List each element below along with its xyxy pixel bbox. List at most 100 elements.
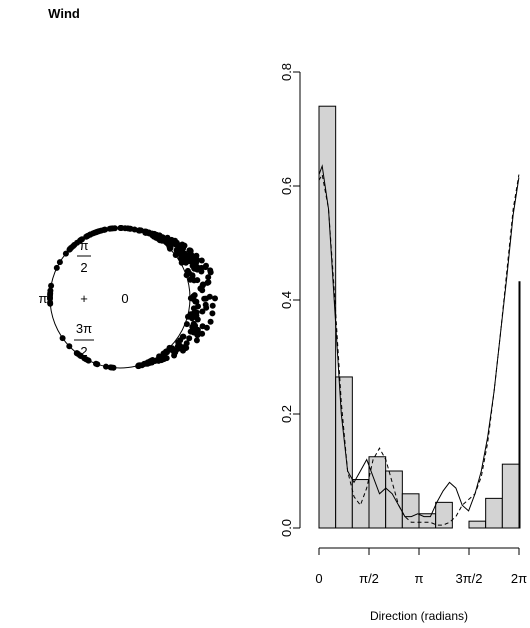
y-tick-label-1: 0.2 <box>279 405 294 423</box>
histogram-bar-9 <box>468 520 487 529</box>
circular-point-53 <box>189 272 196 279</box>
circular-point-174 <box>175 339 182 346</box>
label-pi-over-2-numerator: π <box>80 238 89 253</box>
plot-title: Wind <box>48 6 80 21</box>
circular-point-269 <box>79 236 85 243</box>
circular-point-164 <box>183 272 190 279</box>
histogram-plot: 0 π/2 π 3π/2 2π 0.0 0.2 0.4 0.6 0.8 Direction (r… <box>279 63 527 623</box>
circular-point-95 <box>186 335 193 342</box>
label-3pi-over-2-denominator: 2 <box>80 344 87 359</box>
circular-point-201 <box>207 267 214 274</box>
circular-point-289 <box>66 343 73 350</box>
histogram-bar-1 <box>335 376 353 529</box>
y-axis: 0.0 0.2 0.4 0.6 0.8 <box>279 63 301 537</box>
circular-point-140 <box>183 321 190 328</box>
circular-point-209 <box>146 358 153 365</box>
circular-point-266 <box>84 232 91 239</box>
circular-point-171 <box>187 276 194 283</box>
circular-point-229 <box>181 242 188 249</box>
circular-point-249 <box>62 250 69 257</box>
circular-point-279 <box>47 291 54 298</box>
circular-point-203 <box>185 252 192 259</box>
circular-point-277 <box>53 264 60 271</box>
circular-point-26 <box>198 257 205 264</box>
circular-point-219 <box>191 265 198 272</box>
circular-data-points <box>47 225 218 371</box>
circular-point-159 <box>185 313 191 320</box>
density-line-solid <box>318 164 520 518</box>
circular-point-121 <box>183 340 190 347</box>
circular-point-211 <box>171 349 178 356</box>
circular-point-226 <box>158 234 165 241</box>
circular-plot: π 2 π + 0 3π 2 <box>39 225 218 371</box>
circular-point-160 <box>193 252 200 259</box>
circular-point-218 <box>136 227 143 234</box>
circular-point-292 <box>85 357 92 364</box>
circular-point-265 <box>98 227 105 234</box>
x-tick-label-2: π <box>415 571 424 586</box>
circular-point-227 <box>212 295 218 302</box>
circular-point-228 <box>168 237 175 244</box>
circular-point-198 <box>209 302 216 309</box>
y-tick-label-4: 0.8 <box>279 63 294 81</box>
circular-point-138 <box>199 308 206 315</box>
circular-point-263 <box>111 225 118 232</box>
circular-point-281 <box>59 335 66 342</box>
x-tick-label-3: 3π/2 <box>455 571 482 586</box>
density-line-dashed <box>318 173 520 526</box>
circular-point-193 <box>202 301 209 308</box>
x-axis: 0 π/2 π 3π/2 2π <box>315 547 527 586</box>
label-pi-over-2-denominator: 2 <box>80 260 87 275</box>
circular-point-186 <box>177 255 184 262</box>
circular-point-290 <box>94 361 101 368</box>
circular-point-97 <box>180 333 187 340</box>
circular-point-124 <box>193 312 200 319</box>
circular-point-207 <box>197 285 204 292</box>
circular-point-137 <box>164 234 171 241</box>
circular-point-220 <box>141 361 147 367</box>
circular-point-141 <box>199 330 206 337</box>
circular-point-184 <box>187 247 194 254</box>
circular-point-291 <box>103 363 109 370</box>
circular-point-169 <box>205 274 212 281</box>
circular-point-213 <box>135 363 142 369</box>
x-axis-label: Direction (radians) <box>370 609 468 623</box>
label-center: + <box>80 291 88 306</box>
x-tick-label-1: π/2 <box>359 571 379 586</box>
histogram-bars <box>318 105 521 529</box>
histogram-bar-0 <box>318 105 337 529</box>
circular-point-253 <box>117 225 124 231</box>
circular-point-179 <box>172 241 179 248</box>
circular-point-224 <box>195 303 201 310</box>
label-zero: 0 <box>121 291 128 306</box>
y-tick-label-3: 0.6 <box>279 177 294 195</box>
circular-point-296 <box>107 364 114 371</box>
circular-point-215 <box>173 247 180 254</box>
histogram-bar-4 <box>385 470 403 529</box>
x-tick-label-4: 2π <box>511 571 527 586</box>
y-tick-label-2: 0.4 <box>279 291 294 309</box>
circular-point-208 <box>190 296 197 303</box>
histogram-bar-5 <box>401 493 420 529</box>
circular-point-225 <box>183 344 190 351</box>
histogram-bar-11 <box>501 463 520 529</box>
circular-point-129 <box>209 310 216 317</box>
circular-point-135 <box>193 260 199 266</box>
circular-point-255 <box>66 246 73 253</box>
histogram-bar-12 <box>518 281 521 529</box>
circular-point-133 <box>201 295 208 302</box>
circular-point-134 <box>205 279 212 286</box>
circular-point-57 <box>203 324 210 331</box>
y-tick-label-0: 0.0 <box>279 519 294 537</box>
circular-point-293 <box>74 350 80 357</box>
circular-point-216 <box>207 318 214 325</box>
circular-point-175 <box>198 268 205 275</box>
histogram-bar-7 <box>435 501 453 529</box>
circular-point-274 <box>56 259 63 266</box>
circular-point-192 <box>166 344 173 351</box>
circular-point-210 <box>189 324 196 330</box>
circular-point-157 <box>193 337 200 344</box>
circular-point-273 <box>47 300 54 307</box>
circular-point-270 <box>48 282 55 289</box>
